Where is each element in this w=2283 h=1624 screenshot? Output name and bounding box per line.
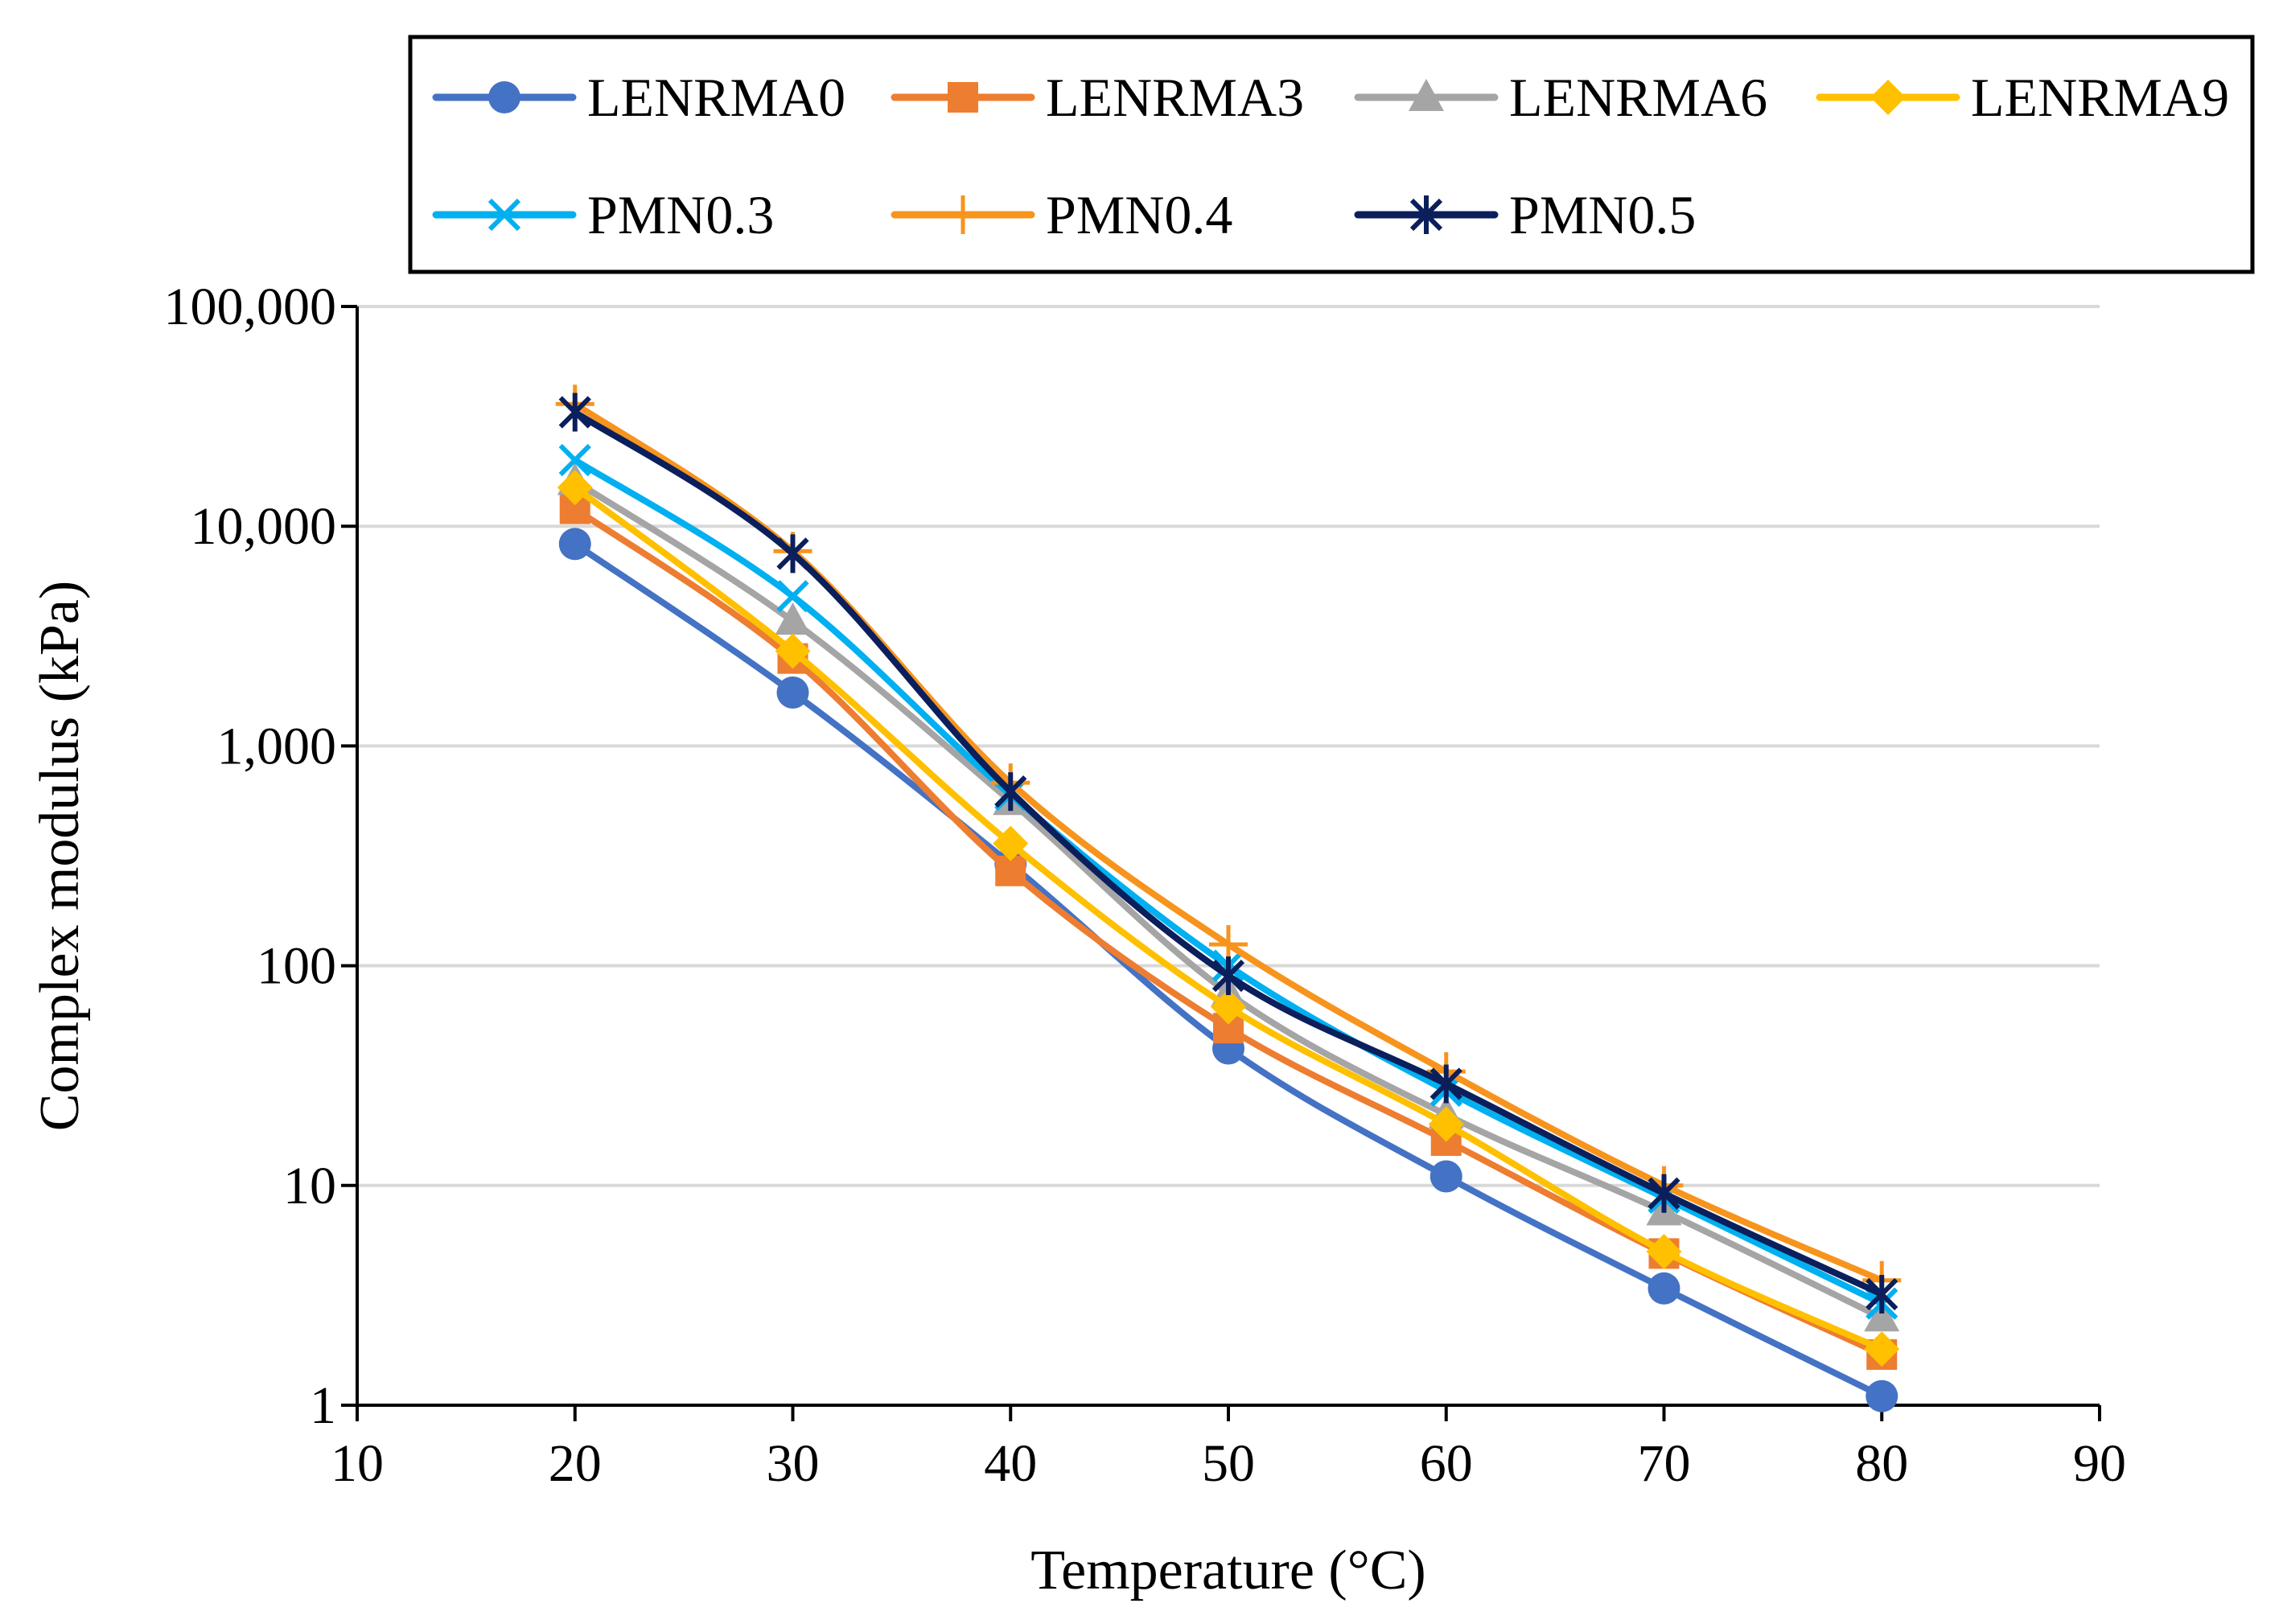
legend-label: LENRMA0: [587, 67, 845, 128]
data-point-lenrma9: [1428, 1106, 1464, 1142]
x-tick-label: 70: [1638, 1434, 1691, 1493]
series-layer: [555, 384, 1902, 1412]
data-point-lenrma9: [775, 633, 811, 669]
x-tick-label: 30: [767, 1434, 820, 1493]
series-pmn0-3: [558, 443, 1898, 1320]
legend-marker: [1409, 195, 1443, 234]
legend-label: PMN0.3: [587, 184, 774, 245]
data-point-lenrma0: [558, 528, 591, 561]
y-axis-title: Complex modulus (kPa): [29, 581, 91, 1131]
series-pmn0-5: [558, 393, 1898, 1314]
legend-label: PMN0.5: [1509, 184, 1696, 245]
y-tick-label: 1,000: [217, 717, 337, 775]
data-point-pmn0-5: [558, 393, 591, 432]
legend-marker: [944, 195, 982, 234]
data-point-pmn0-5: [1647, 1174, 1680, 1213]
series-line-pmn0-5: [571, 409, 1886, 1297]
data-point-pmn0-5: [1865, 1274, 1898, 1314]
x-tick-label: 60: [1420, 1434, 1473, 1493]
x-tick-label: 40: [984, 1434, 1037, 1493]
data-point-lenrma0: [776, 676, 809, 709]
data-point-pmn0-3: [776, 580, 809, 613]
data-point-pmn0-5: [1211, 956, 1245, 996]
legend-marker: [1870, 80, 1906, 115]
legend-item-pmn0-4: PMN0.4: [891, 184, 1232, 245]
data-point-lenrma9: [1211, 989, 1246, 1025]
legend-item-lenrma6: LENRMA6: [1354, 67, 1767, 128]
y-tick-label: 100,000: [164, 278, 337, 336]
data-point-pmn0-3: [558, 443, 591, 477]
legend-item-pmn0-5: PMN0.5: [1354, 184, 1696, 245]
legend-label: PMN0.4: [1046, 184, 1232, 245]
legend-item-lenrma0: LENRMA0: [432, 67, 845, 128]
x-tick-label: 80: [1855, 1434, 1908, 1493]
legend-item-pmn0-3: PMN0.3: [432, 184, 774, 245]
x-tick-label: 50: [1202, 1434, 1255, 1493]
y-tick-label: 100: [257, 937, 336, 996]
data-point-pmn0-5: [994, 772, 1027, 812]
data-point-lenrma9: [1646, 1234, 1682, 1270]
legend-item-lenrma9: LENRMA9: [1816, 67, 2229, 128]
legend: LENRMA0 LENRMA3 LENRMA6 LENRMA9 PMN0.3 PMN0.4…: [408, 35, 2255, 274]
legend-label: LENRMA6: [1509, 67, 1767, 128]
data-point-lenrma6: [1864, 1299, 1900, 1332]
legend-label: LENRMA9: [1971, 67, 2229, 128]
legend-marker: [1409, 79, 1444, 111]
legend-marker: [948, 82, 978, 113]
series-lenrma9: [557, 470, 1900, 1367]
data-point-lenrma0: [1429, 1160, 1462, 1193]
data-point-lenrma0: [1647, 1272, 1680, 1305]
legend-marker: [487, 198, 521, 232]
legend-marker: [488, 81, 520, 113]
y-ticks: 1 10 100 1,000 10,000 100,000: [164, 278, 357, 1435]
data-point-pmn0-5: [776, 534, 809, 574]
data-point-lenrma0: [1865, 1379, 1898, 1412]
axes: [356, 306, 2100, 1407]
y-tick-label: 1: [310, 1376, 336, 1435]
x-tick-label: 10: [331, 1434, 384, 1493]
y-tick-label: 10: [283, 1157, 336, 1215]
legend-frame: [408, 35, 2255, 274]
y-tick-label: 10,000: [191, 497, 337, 556]
x-tick-label: 90: [2073, 1434, 2126, 1493]
data-point-lenrma9: [557, 470, 593, 506]
data-point-lenrma9: [993, 825, 1029, 861]
series-line-pmn0-3: [571, 457, 1886, 1307]
x-tick-label: 20: [549, 1434, 602, 1493]
x-axis-title: Temperature (°C): [1030, 1540, 1425, 1601]
legend-label: LENRMA3: [1046, 67, 1304, 128]
data-point-lenrma9: [1864, 1331, 1900, 1367]
legend-item-lenrma3: LENRMA3: [891, 67, 1304, 128]
data-point-lenrma6: [775, 602, 811, 635]
x-ticks: 10 20 30 40 50 60 70 80 90: [331, 1405, 2126, 1493]
data-point-pmn0-5: [1429, 1064, 1462, 1104]
